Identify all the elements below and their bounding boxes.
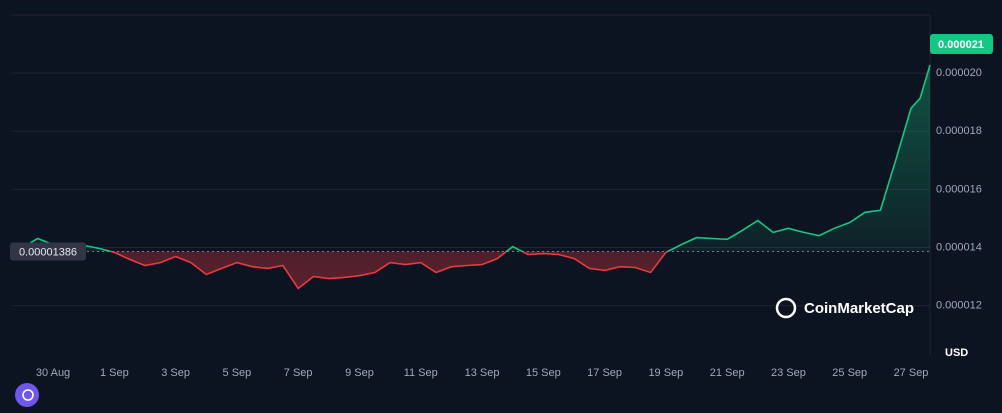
grid — [12, 72, 930, 307]
brand: CoinMarketCap — [775, 297, 914, 319]
x-tick-label: 23 Sep — [771, 367, 806, 379]
currency: USD — [945, 347, 968, 359]
x-tick-label: 3 Sep — [161, 367, 190, 379]
price-line-up — [11, 64, 931, 252]
x-tick-label: 17 Sep — [587, 367, 622, 379]
brand-logo — [775, 297, 797, 319]
x-tick-label: 30 Aug — [36, 367, 70, 379]
x-tick-label: 25 Sep — [832, 367, 867, 379]
x-tick-label: 15 Sep — [526, 367, 561, 379]
plot — [11, 64, 931, 290]
price-line-down — [107, 251, 670, 290]
last-price-box — [930, 34, 993, 55]
y-tick-label: 0.000014 — [936, 241, 982, 253]
baseline-label-box — [10, 242, 86, 261]
x-tick-label: 13 Sep — [465, 367, 500, 379]
area-up — [12, 65, 930, 252]
baseline-label: 0.00001386 — [19, 246, 77, 258]
x-tick-label: 7 Sep — [284, 367, 313, 379]
history-glyph — [22, 389, 34, 401]
brand-name: CoinMarketCap — [804, 300, 914, 317]
history-button[interactable] — [15, 383, 39, 407]
x-tick-label: 27 Sep — [894, 367, 929, 379]
y-tick-label: 0.000012 — [936, 300, 982, 312]
y-tick-label: 0.000020 — [936, 67, 982, 79]
y-tick-label: 0.000018 — [936, 125, 982, 137]
last-price-label: 0.000021 — [938, 39, 984, 51]
y-tick-label: 0.000016 — [936, 183, 982, 195]
x-tick-label: 11 Sep — [404, 367, 438, 379]
x-tick-label: 21 Sep — [710, 367, 745, 379]
x-tick-label: 5 Sep — [223, 367, 252, 379]
x-tick-label: 19 Sep — [648, 367, 683, 379]
x-tick-label: 1 Sep — [100, 367, 129, 379]
x-tick-label: 9 Sep — [345, 367, 374, 379]
area-down — [111, 251, 668, 289]
history-icon[interactable] — [15, 383, 39, 407]
